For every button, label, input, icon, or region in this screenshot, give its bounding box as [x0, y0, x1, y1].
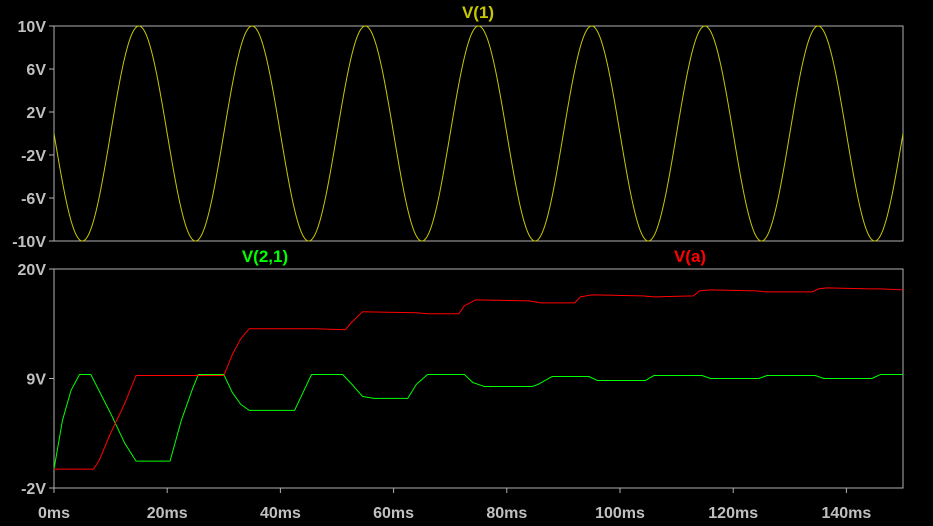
x-tick-label: 40ms: [260, 505, 301, 522]
top-y-tick-label: -10V: [12, 234, 46, 251]
x-tick-label: 140ms: [821, 505, 871, 522]
series-v-2-1: [53, 374, 903, 470]
pane-v1-title: V(1): [462, 3, 494, 22]
top-y-tick-label: -6V: [21, 191, 46, 208]
pane-bottom-frame: [53, 268, 904, 489]
bottom-y-tick-label: -2V: [21, 481, 46, 498]
x-tick-label: 100ms: [595, 505, 645, 522]
legend-va: V(a): [674, 247, 706, 266]
series-v-a: [54, 287, 904, 470]
pane-v1: V(1) 10V 6V 2V -2V -6V -10V: [12, 3, 904, 251]
bottom-y-tick-label: 20V: [18, 262, 47, 279]
top-y-tick-label: -2V: [21, 148, 46, 165]
x-tick-label: 80ms: [486, 505, 527, 522]
pane-v1-y-axis: 10V 6V 2V -2V -6V -10V: [12, 19, 54, 251]
pane-bottom-series: [53, 287, 904, 470]
series-v-1: [53, 25, 904, 242]
pane-bottom-y-axis: 20V 9V -2V: [18, 262, 54, 498]
top-y-tick-label: 10V: [18, 19, 47, 36]
pane-v1-series: [53, 25, 904, 242]
pane-bottom: V(2,1) V(a) 20V 9V -2V 0ms 20ms 40ms 60ms 80ms…: [18, 247, 904, 522]
top-y-tick-label: 6V: [26, 62, 46, 79]
legend-v21: V(2,1): [242, 247, 288, 266]
x-tick-label: 60ms: [373, 505, 414, 522]
x-tick-label: 20ms: [147, 505, 188, 522]
top-y-tick-label: 2V: [26, 105, 46, 122]
x-tick-label: 120ms: [708, 505, 758, 522]
bottom-y-tick-label: 9V: [26, 372, 46, 389]
x-axis: 0ms 20ms 40ms 60ms 80ms 100ms 120ms 140ms: [38, 488, 871, 522]
x-tick-label: 0ms: [38, 505, 70, 522]
